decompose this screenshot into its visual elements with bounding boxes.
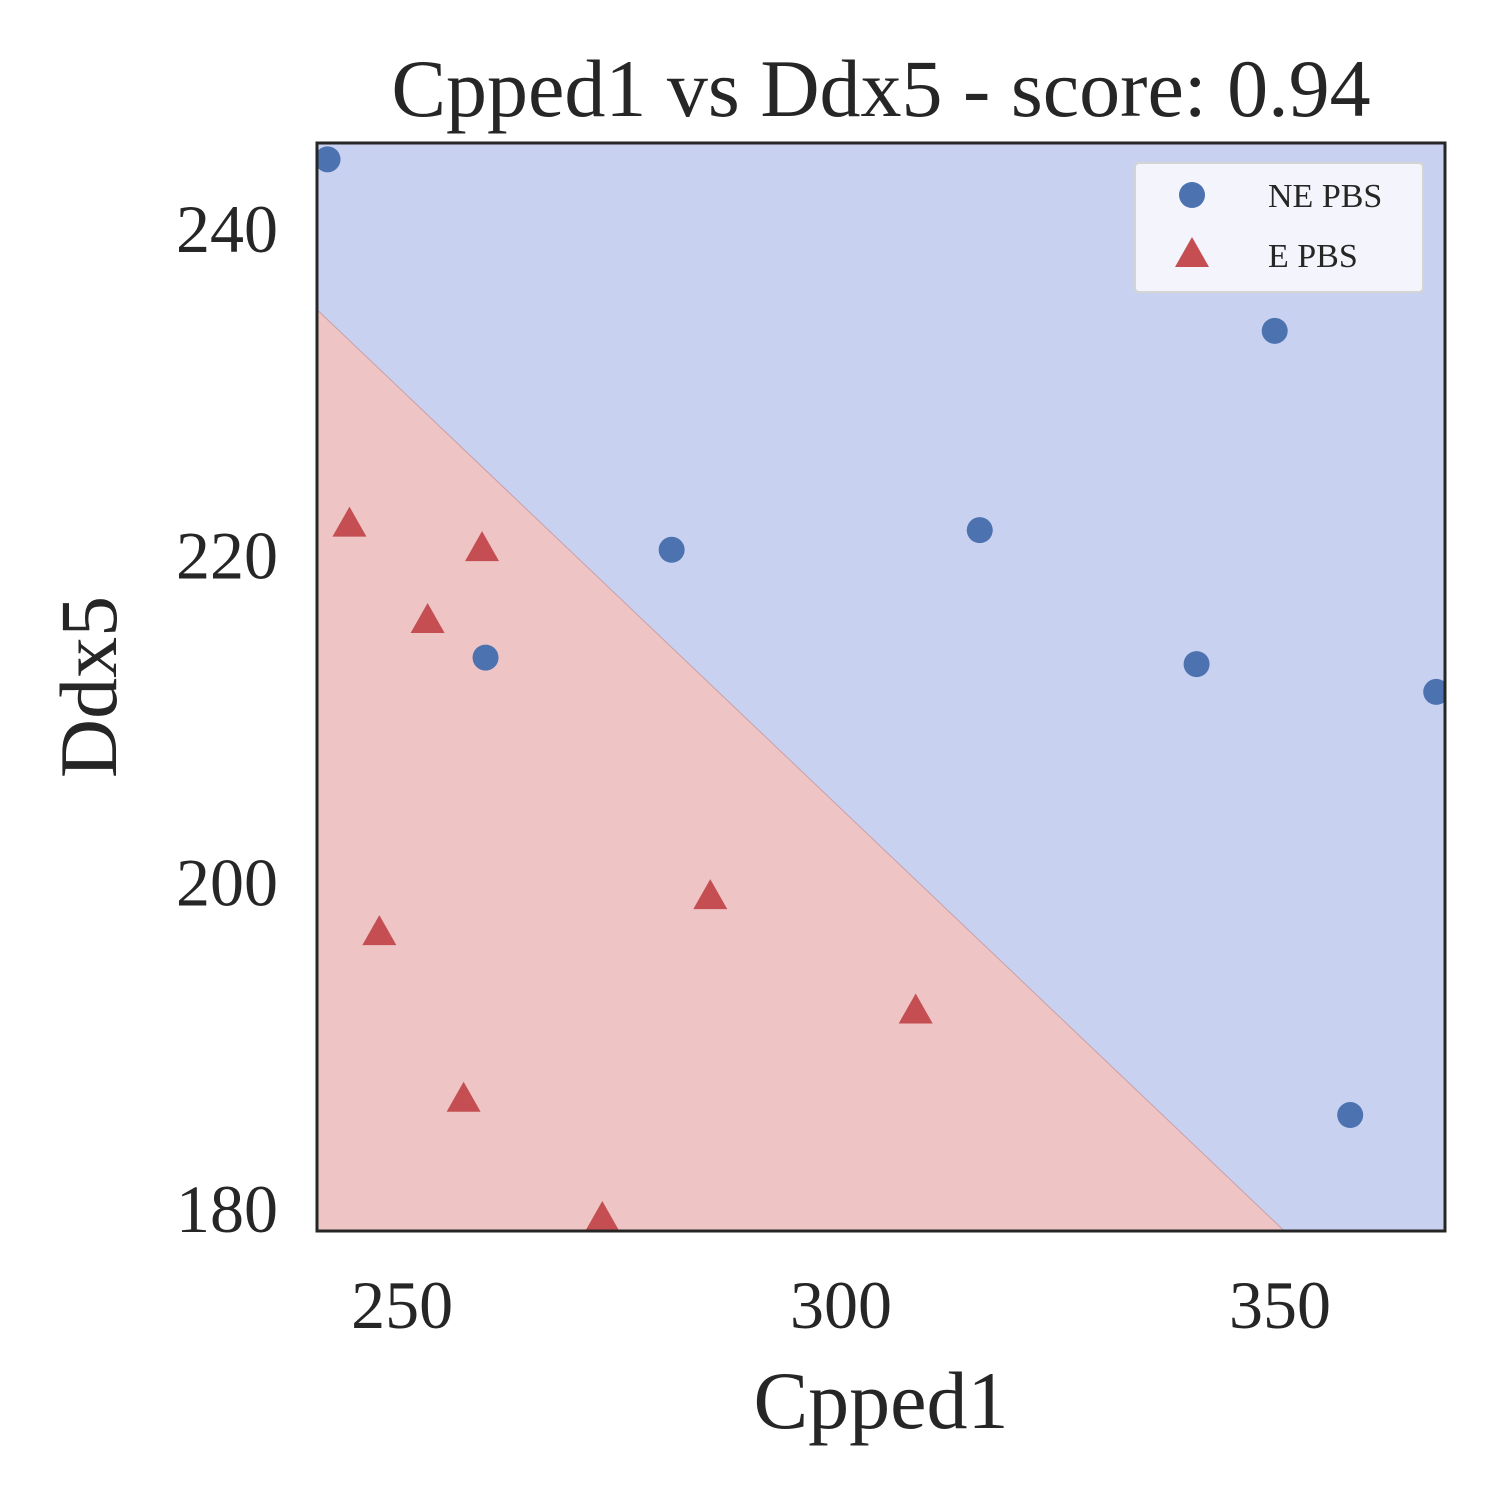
legend-marker-ne-pbs [1179, 182, 1205, 208]
point-ne-pbs [1423, 678, 1445, 705]
point-e-pbs [693, 879, 728, 910]
point-e-pbs [362, 915, 397, 946]
legend-marker-e-pbs [1175, 237, 1209, 267]
decision-boundary [316, 309, 1285, 1232]
plot-frame [315, 141, 1447, 1233]
x-tick-label: 250 [351, 1267, 453, 1343]
legend-label-ne-pbs: NE PBS [1268, 178, 1382, 215]
point-ne-pbs [966, 517, 993, 544]
point-e-pbs [585, 1200, 620, 1231]
y-tick-label: 220 [176, 518, 278, 594]
y-axis-label: Ddx5 [43, 596, 134, 778]
point-e-pbs [410, 603, 445, 634]
y-tick-labels: 180 200 220 240 [176, 191, 278, 1247]
point-ne-pbs [317, 146, 341, 173]
point-e-pbs [446, 1081, 481, 1112]
y-tick-label: 200 [176, 844, 278, 920]
point-e-pbs [465, 531, 500, 562]
point-ne-pbs [1183, 651, 1210, 678]
x-axis-label: Cpped1 [753, 1355, 1008, 1446]
legend-label-e-pbs: E PBS [1268, 238, 1358, 275]
point-ne-pbs [1261, 317, 1288, 344]
point-ne-pbs [1337, 1102, 1364, 1129]
plot-area [315, 141, 1447, 1233]
chart-title: Cpped1 vs Ddx5 - score: 0.94 [391, 43, 1370, 134]
x-tick-label: 300 [790, 1267, 892, 1343]
x-tick-labels: 250 300 350 [351, 1267, 1331, 1343]
point-ne-pbs [658, 536, 685, 563]
legend-box [1134, 162, 1424, 293]
y-tick-label: 240 [176, 191, 278, 267]
point-e-pbs [898, 993, 933, 1024]
point-e-pbs [332, 506, 367, 537]
x-tick-label: 350 [1229, 1267, 1331, 1343]
legend: NE PBS E PBS [1134, 162, 1424, 293]
point-ne-pbs [472, 644, 499, 671]
y-tick-label: 180 [176, 1171, 278, 1247]
